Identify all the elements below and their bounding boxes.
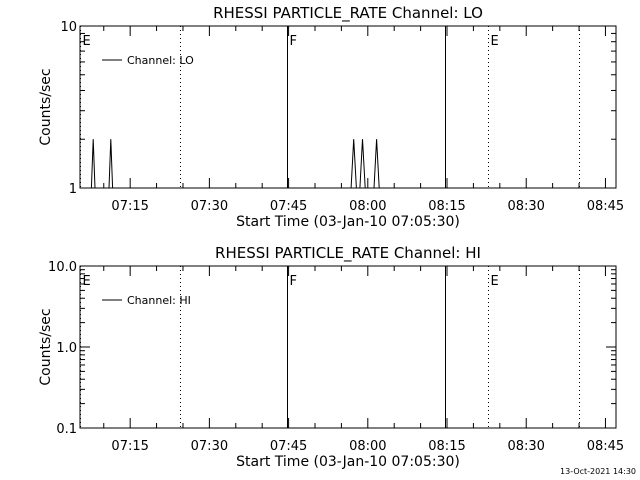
- flag-label: E: [83, 34, 91, 49]
- legend-label: Channel: LO: [127, 54, 194, 67]
- x-tick-label: 07:15: [111, 199, 148, 214]
- flag-label: E: [83, 274, 91, 289]
- x-axis-label: Start Time (03-Jan-10 07:05:30): [236, 214, 460, 230]
- legend-label: Channel: HI: [127, 294, 191, 307]
- y-axis-label: Counts/sec: [38, 308, 54, 385]
- flag-label: E: [491, 34, 499, 49]
- chart-title: RHESSI PARTICLE_RATE Channel: LO: [213, 4, 483, 23]
- flag-label: F: [290, 274, 297, 289]
- hi-channel-panel: RHESSI PARTICLE_RATE Channel: HI Start Ti…: [38, 244, 624, 470]
- x-tick-label: 08:30: [507, 439, 544, 454]
- footer-timestamp: 13-Oct-2021 14:30: [560, 467, 636, 476]
- y-axis-label: Counts/sec: [38, 68, 54, 145]
- x-tick-label: 08:45: [587, 199, 624, 214]
- x-tick-label: 08:15: [428, 439, 465, 454]
- lo-channel-panel: RHESSI PARTICLE_RATE Channel: LO Start Ti…: [38, 4, 624, 230]
- x-tick-label: 08:15: [428, 199, 465, 214]
- x-tick-label: 07:30: [191, 199, 228, 214]
- series-line: [90, 139, 380, 189]
- plot-frame: [79, 265, 617, 429]
- x-tick-label: 07:15: [111, 439, 148, 454]
- y-tick-label: 1.0: [56, 341, 77, 356]
- y-tick-label: 10.0: [48, 260, 77, 275]
- chart-title: RHESSI PARTICLE_RATE Channel: HI: [215, 244, 481, 263]
- flag-label: F: [290, 34, 297, 49]
- x-tick-label: 07:45: [270, 199, 307, 214]
- y-tick-label: 10: [60, 20, 77, 35]
- flag-label: E: [491, 274, 499, 289]
- x-tick-label: 07:45: [270, 439, 307, 454]
- y-tick-label: 0.1: [56, 422, 77, 437]
- x-axis-label: Start Time (03-Jan-10 07:05:30): [236, 454, 460, 470]
- x-tick-label: 08:45: [587, 439, 624, 454]
- y-tick-label: 1: [69, 182, 77, 197]
- x-tick-label: 07:30: [191, 439, 228, 454]
- plot-frame: [79, 25, 617, 189]
- x-tick-label: 08:00: [349, 439, 386, 454]
- x-tick-label: 08:30: [507, 199, 544, 214]
- x-tick-label: 08:00: [349, 199, 386, 214]
